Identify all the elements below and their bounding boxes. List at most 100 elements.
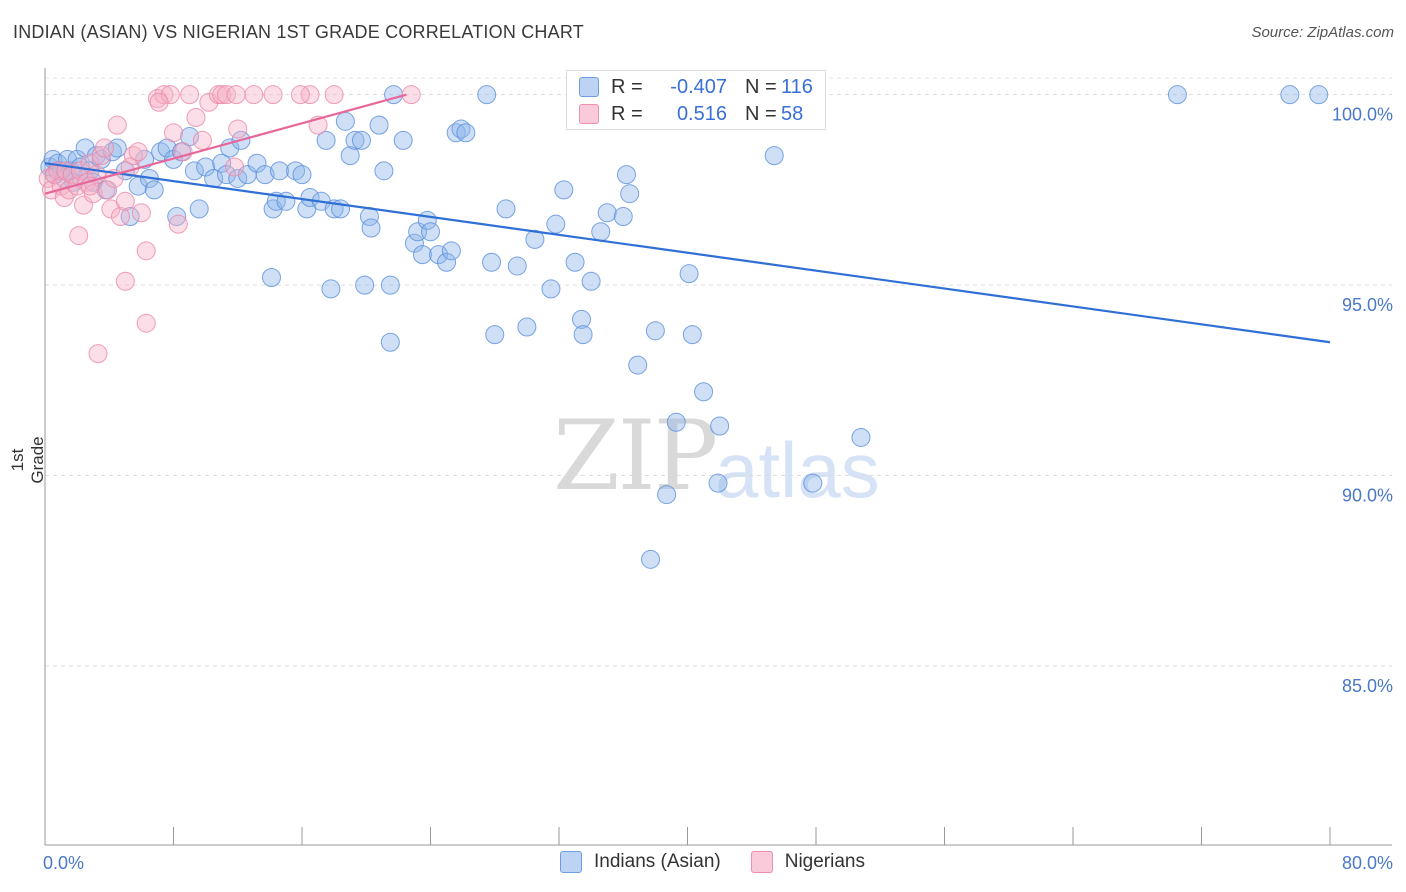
point-indians <box>591 222 611 242</box>
point-indians <box>851 427 871 447</box>
point-nigerians <box>110 207 130 227</box>
x-tick-label-max: 80.0% <box>1342 853 1393 873</box>
point-nigerians <box>290 85 310 105</box>
legend-n-value: 116 <box>781 75 813 98</box>
legend-n-label: N = <box>745 102 777 125</box>
point-indians <box>573 325 593 345</box>
point-nigerians <box>228 119 248 139</box>
point-indians <box>144 180 164 200</box>
point-indians <box>682 325 702 345</box>
point-nigerians <box>186 108 206 128</box>
point-indians <box>300 188 320 207</box>
y-tick-label: 90.0% <box>1342 486 1393 506</box>
point-nigerians <box>263 85 283 105</box>
source-label: Source: ZipAtlas.com <box>1251 24 1394 41</box>
point-indians <box>1309 85 1329 105</box>
point-indians <box>517 317 537 337</box>
point-indians <box>255 165 275 185</box>
point-indians <box>616 165 636 185</box>
point-nigerians <box>300 85 320 105</box>
legend-n-label: N = <box>745 75 777 98</box>
point-indians <box>1280 85 1300 105</box>
point-indians <box>316 130 336 150</box>
point-nigerians <box>226 85 246 105</box>
series-legend-nigerians[interactable]: Nigerians <box>750 851 865 873</box>
series-label-indians: Indians (Asian) <box>594 851 721 872</box>
y-tick-label: 95.0% <box>1342 295 1393 315</box>
point-nigerians <box>80 153 100 173</box>
point-indians <box>270 161 290 181</box>
series-legend: Indians (Asian) Nigerians <box>560 851 895 873</box>
point-indians <box>620 184 640 204</box>
point-nigerians <box>136 241 156 261</box>
legend-swatch-nigerians <box>579 104 599 124</box>
point-indians <box>507 256 527 276</box>
point-nigerians <box>168 214 188 234</box>
point-indians <box>340 146 360 166</box>
point-indians <box>292 165 312 185</box>
point-indians <box>196 157 216 177</box>
point-indians <box>429 245 449 265</box>
point-nigerians <box>324 85 344 105</box>
point-indians <box>217 165 237 185</box>
point-indians <box>477 85 497 105</box>
point-indians <box>351 130 371 150</box>
point-nigerians <box>107 115 127 135</box>
point-indians <box>441 241 461 261</box>
point-nigerians <box>115 271 135 291</box>
point-indians <box>613 207 633 227</box>
point-nigerians <box>180 85 200 105</box>
legend-swatch-indians <box>579 77 599 97</box>
point-indians <box>361 218 381 238</box>
point-indians <box>228 168 248 188</box>
point-nigerians <box>88 344 108 364</box>
y-tick-label: 85.0% <box>1342 676 1393 696</box>
point-indians <box>708 473 728 493</box>
point-indians <box>666 412 686 432</box>
point-indians <box>571 309 591 329</box>
legend-r-value: -0.407 <box>670 75 727 98</box>
point-indians <box>335 111 355 131</box>
point-indians <box>189 199 209 219</box>
point-nigerians <box>164 123 183 143</box>
legend-row-nigerians: R = 0.516 N = 58 <box>579 102 821 126</box>
point-indians <box>546 214 566 234</box>
point-indians <box>1167 85 1187 105</box>
point-indians <box>485 325 505 345</box>
point-indians <box>482 252 502 272</box>
point-indians <box>496 199 516 219</box>
point-indians <box>541 279 561 299</box>
point-nigerians <box>83 184 103 204</box>
point-indians <box>261 267 281 287</box>
point-indians <box>597 203 617 223</box>
point-nigerians <box>212 85 232 105</box>
point-nigerians <box>69 226 89 246</box>
point-indians <box>412 245 432 265</box>
point-nigerians <box>115 191 135 211</box>
x-tick-label-min: 0.0% <box>43 853 84 873</box>
point-nigerians <box>244 85 264 105</box>
legend-r-label: R = <box>611 75 643 98</box>
point-nigerians <box>401 85 421 105</box>
point-indians <box>212 153 232 173</box>
series-legend-indians[interactable]: Indians (Asian) <box>560 851 721 873</box>
series-swatch-nigerians <box>750 851 773 873</box>
trendline-indians <box>44 162 1331 344</box>
watermark-zip: ZIP <box>553 400 718 512</box>
legend-r-label: R = <box>611 102 643 125</box>
point-indians <box>657 485 677 505</box>
point-indians <box>374 161 394 181</box>
point-indians <box>679 264 699 284</box>
point-nigerians <box>91 146 111 166</box>
series-label-nigerians: Nigerians <box>784 851 865 872</box>
point-nigerians <box>70 161 90 181</box>
point-indians <box>355 275 375 295</box>
point-indians <box>710 416 730 436</box>
point-indians <box>628 355 648 375</box>
point-indians <box>581 271 601 291</box>
point-indians <box>380 275 400 295</box>
trendline-nigerians <box>44 93 407 195</box>
point-indians <box>120 207 140 227</box>
point-indians <box>456 123 476 143</box>
legend-row-indians: R = -0.407 N = 116 <box>579 75 821 99</box>
